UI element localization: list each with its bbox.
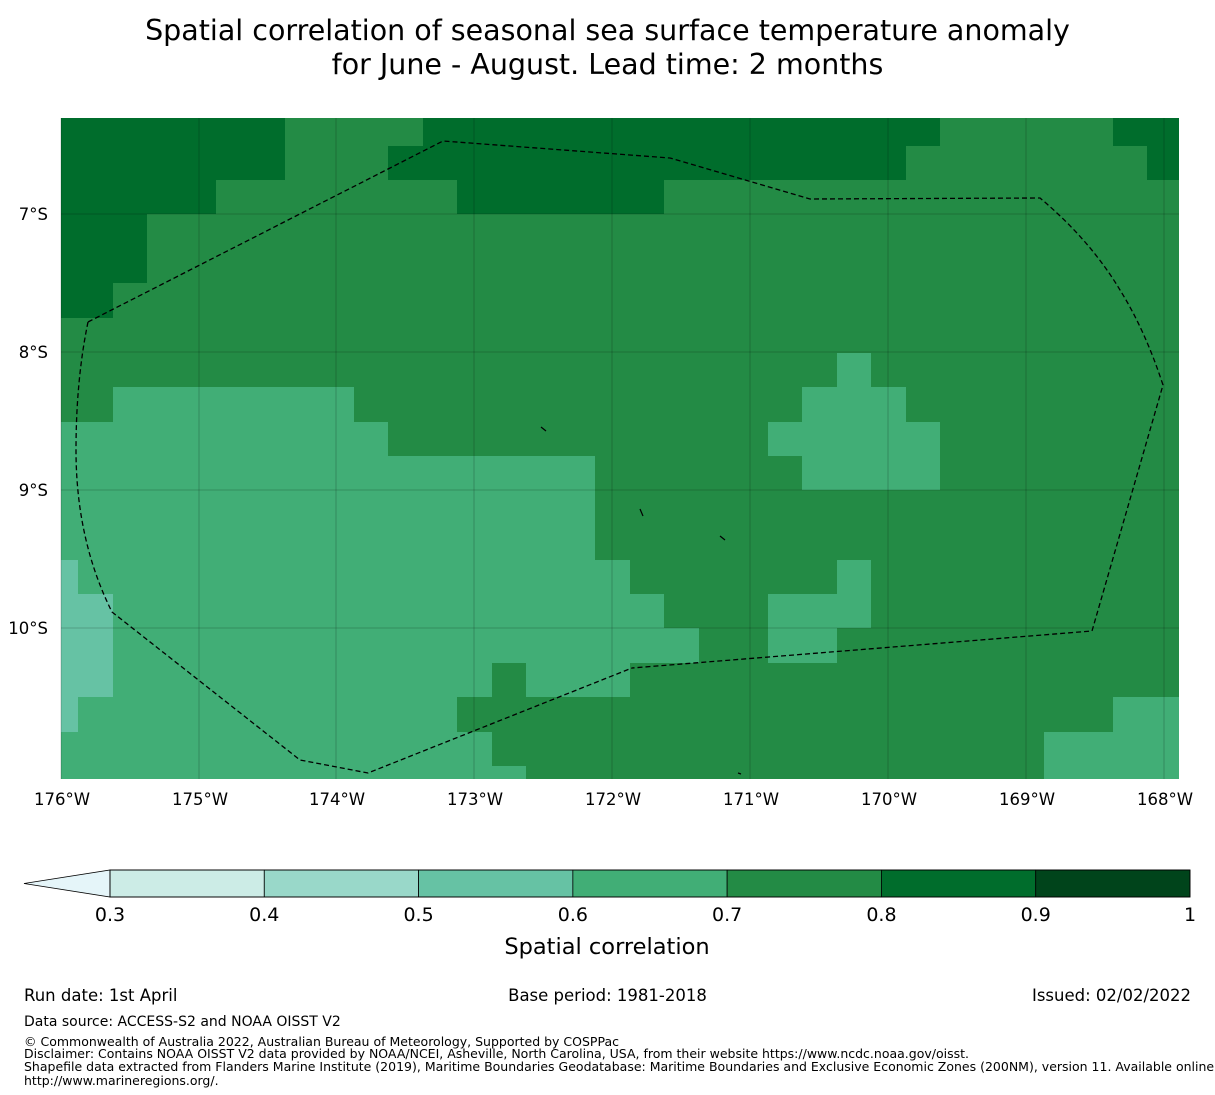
correlation-cell — [837, 560, 871, 594]
colorbar-tick-label: 0.6 — [558, 904, 588, 926]
colorbar-bin — [726, 869, 882, 898]
eez-line-west — [75, 321, 633, 774]
correlation-cell — [768, 628, 837, 663]
correlation-cell — [1113, 697, 1179, 732]
shapefile-credit-1: Shapefile data extracted from Flanders M… — [24, 1059, 1215, 1074]
correlation-cell — [526, 663, 630, 697]
island — [719, 535, 726, 541]
correlation-cell — [61, 180, 216, 214]
colorbar: 0.3 0.4 0.5 0.6 0.7 0.8 0.9 1 Spatial correlatio… — [23, 869, 1196, 960]
copyright: © Commonwealth of Australia 2022, Austra… — [24, 1034, 619, 1049]
colorbar-tick-label: 0.4 — [249, 904, 279, 926]
run-date: Run date: 1st April — [24, 986, 178, 1005]
lat-tick-label: 8°S — [19, 343, 48, 362]
colorbar-bin — [418, 869, 574, 898]
correlation-cell — [61, 560, 630, 594]
chart-title: Spatial correlation of seasonal sea surf… — [0, 14, 1215, 82]
eez-line-east — [87, 140, 1164, 669]
lon-tick-label: 176°W — [34, 790, 90, 809]
lon-tick-label: 168°W — [1137, 790, 1193, 809]
correlation-cell — [837, 353, 871, 387]
disclaimer: Disclaimer: Contains NOAA OISST V2 data … — [24, 1046, 969, 1061]
correlation-cell — [61, 663, 492, 697]
colorbar-bin — [263, 869, 419, 898]
correlation-cell — [61, 594, 664, 628]
colorbar-extend-arrow — [23, 869, 111, 898]
issued-date: Issued: 02/02/2022 — [1031, 986, 1191, 1005]
eez-boundary — [75, 140, 1164, 774]
correlation-cell — [61, 560, 78, 594]
colorbar-label: Spatial correlation — [504, 934, 709, 960]
correlation-cell — [61, 283, 113, 318]
lat-tick-label: 9°S — [19, 481, 48, 500]
island — [737, 772, 742, 775]
correlation-cell — [1044, 732, 1179, 779]
correlation-cell — [768, 422, 940, 456]
correlation-cell — [61, 422, 388, 456]
title-line-2: for June - August. Lead time: 2 months — [331, 48, 884, 81]
lat-tick-label: 7°S — [19, 205, 48, 224]
correlation-cell — [802, 387, 906, 422]
lon-tick-label: 174°W — [309, 790, 365, 809]
correlation-cell — [61, 118, 285, 180]
lon-tick-label: 173°W — [447, 790, 503, 809]
islands — [540, 426, 742, 775]
island — [639, 508, 644, 517]
correlation-cell — [1147, 146, 1179, 180]
grid-lines — [60, 118, 1179, 779]
correlation-map: 7°S 8°S 9°S 10°S 176°W 175°W 174°W 173°W 172°W 17… — [8, 118, 1196, 960]
lon-tick-label: 171°W — [723, 790, 779, 809]
base-period: Base period: 1981-2018 — [508, 986, 707, 1005]
colorbar-tick-label: 0.9 — [1021, 904, 1051, 926]
correlation-cell — [423, 118, 940, 146]
correlation-cell — [1113, 118, 1179, 146]
lon-tick-label: 175°W — [172, 790, 228, 809]
correlation-cell — [61, 697, 78, 732]
correlation-cell — [802, 456, 940, 490]
lon-tick-label: 169°W — [999, 790, 1055, 809]
lon-tick-label: 170°W — [861, 790, 917, 809]
colorbar-tick-label: 0.3 — [95, 904, 125, 926]
colorbar-bin — [572, 869, 728, 898]
correlation-cell — [61, 456, 595, 560]
colorbar-tick-label: 0.7 — [712, 904, 742, 926]
data-source: Data source: ACCESS-S2 and NOAA OISST V2 — [24, 1014, 341, 1030]
colorbar-bin — [1035, 869, 1191, 898]
colorbar-tick-label: 0.8 — [866, 904, 896, 926]
colorbar-bin — [881, 869, 1037, 898]
colorbar-frame — [109, 869, 1191, 898]
colorbar-tick-label: 1 — [1184, 904, 1196, 926]
correlation-cell — [768, 594, 871, 628]
lat-tick-label: 10°S — [8, 619, 48, 638]
colorbar-tick-label: 0.5 — [403, 904, 433, 926]
correlation-cell — [61, 628, 699, 663]
correlation-cell — [113, 387, 354, 422]
axis-labels: 7°S 8°S 9°S 10°S 176°W 175°W 174°W 173°W 172°W 17… — [8, 205, 1193, 809]
correlation-cell — [61, 594, 113, 697]
correlation-field — [61, 118, 1179, 779]
correlation-cell — [61, 697, 457, 732]
title-line-1: Spatial correlation of seasonal sea surf… — [145, 14, 1070, 47]
correlation-cell — [457, 180, 664, 214]
correlation-cell — [61, 214, 147, 283]
island — [540, 426, 547, 432]
colorbar-bin — [109, 869, 265, 898]
correlation-cell — [388, 146, 906, 180]
correlation-cell — [61, 766, 526, 779]
lon-tick-label: 172°W — [585, 790, 641, 809]
shapefile-credit-2: http://www.marineregions.org/. — [24, 1073, 219, 1088]
correlation-cell — [61, 732, 492, 766]
